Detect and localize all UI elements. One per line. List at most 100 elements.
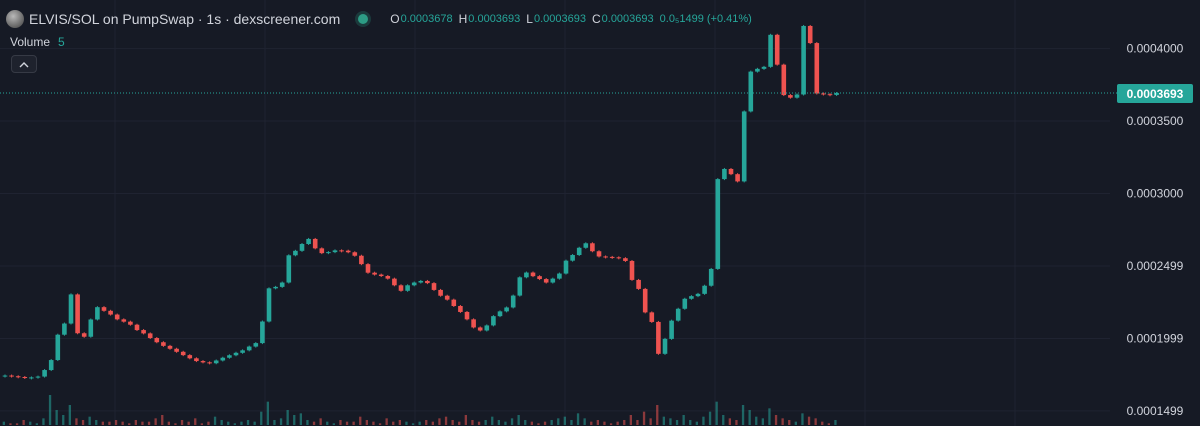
candle-body — [365, 264, 371, 273]
volume-bar — [722, 415, 725, 425]
high-key: H — [458, 12, 468, 26]
volume-bar — [207, 421, 210, 425]
volume-bar — [9, 423, 12, 425]
candle-body — [101, 307, 107, 311]
candle-body — [616, 257, 622, 259]
volume-bar — [530, 421, 533, 425]
token-logo-icon — [6, 10, 24, 28]
candle-body — [378, 274, 384, 277]
candle-body — [273, 286, 278, 289]
volume-bars — [2, 395, 837, 425]
collapse-legend-button[interactable] — [11, 55, 37, 73]
volume-bar — [583, 418, 586, 425]
candle-body — [200, 361, 206, 363]
candle-body — [55, 334, 61, 361]
volume-legend: Volume 5 — [10, 35, 65, 49]
high-value: 0.0003693 — [468, 13, 521, 25]
volume-bar — [596, 420, 599, 425]
volume-bar — [504, 421, 507, 425]
candle-body — [293, 250, 298, 256]
volume-bar — [180, 420, 184, 425]
volume-bar — [167, 421, 170, 425]
volume-bar — [121, 421, 124, 425]
volume-bar — [213, 416, 217, 425]
volume-bar — [425, 420, 428, 425]
volume-bar — [88, 416, 91, 425]
candle-body — [682, 298, 688, 309]
volume-bar — [669, 418, 672, 425]
last-price-line: 0.0003693 — [0, 84, 1193, 104]
volume-bar — [75, 418, 78, 425]
candle-body — [788, 95, 793, 98]
candle-body — [220, 357, 226, 361]
candle-body — [609, 256, 615, 258]
volume-bar — [2, 421, 5, 425]
volume-bar — [55, 410, 58, 425]
y-tick-label: 0.0001499 — [1127, 404, 1184, 418]
volume-bar — [788, 420, 791, 425]
candle-body — [748, 71, 754, 112]
volume-bar — [814, 418, 817, 425]
candle-body — [398, 285, 404, 291]
volume-bar — [141, 421, 144, 425]
volume-bar — [827, 423, 830, 425]
volume-bar — [708, 411, 712, 425]
volume-bar — [642, 411, 646, 425]
candle-body — [649, 312, 655, 322]
pair-title: ELVIS/SOL on PumpSwap · 1s · dexscreener… — [29, 11, 341, 27]
volume-bar — [312, 421, 316, 425]
candle-body — [827, 94, 833, 96]
volume-bar — [101, 421, 104, 425]
candle-body — [326, 252, 331, 254]
volume-bar — [293, 415, 296, 425]
chevron-up-icon — [19, 61, 29, 67]
volume-bar — [682, 415, 685, 425]
candle-body — [312, 238, 318, 249]
candle-body — [438, 289, 443, 296]
candle-body — [471, 319, 476, 328]
volume-bar — [662, 416, 665, 425]
close-key: C — [591, 12, 601, 26]
volume-bar — [233, 423, 236, 425]
volume-bar — [240, 421, 243, 425]
candle-body — [345, 250, 351, 253]
volume-bar — [246, 420, 250, 425]
y-tick-label: 0.0002499 — [1127, 259, 1184, 273]
chart-legend: ELVIS/SOL on PumpSwap · 1s · dexscreener… — [6, 9, 758, 29]
volume-bar — [748, 410, 751, 425]
candle-body — [29, 377, 34, 379]
candle-body — [794, 94, 800, 98]
candle-body — [9, 375, 14, 377]
live-status-icon — [358, 14, 369, 24]
volume-bar — [761, 418, 764, 425]
candle-body — [689, 296, 694, 299]
y-tick-label: 0.0004000 — [1127, 42, 1184, 56]
volume-bar — [200, 423, 203, 425]
candle-body — [174, 348, 179, 352]
candle-body — [108, 310, 113, 315]
price-axis[interactable]: 0.0004000 0.0003500 0.0003000 0.0002499 0.00… — [1127, 42, 1184, 418]
candle-body — [557, 273, 562, 279]
volume-bar — [299, 413, 302, 425]
candle-body — [834, 93, 839, 95]
candle-body — [774, 34, 780, 65]
candle-body — [603, 256, 608, 258]
candle-body — [121, 319, 127, 322]
candle-body — [755, 68, 760, 72]
volume-bar — [794, 421, 797, 425]
volume-bar — [603, 421, 606, 425]
volume-bar — [517, 415, 520, 425]
candle-body — [75, 294, 80, 334]
volume-bar — [543, 421, 547, 425]
volume-bar — [471, 420, 474, 425]
close-value: 0.0003693 — [601, 13, 654, 25]
volume-bar — [273, 420, 276, 425]
candle-body — [761, 66, 767, 69]
candle-body — [48, 360, 54, 371]
volume-bar — [629, 415, 632, 425]
candle-body — [88, 319, 94, 337]
candle-body — [484, 325, 490, 331]
change-value: 0.0₅1499 (+0.41%) — [659, 13, 752, 25]
candle-body — [656, 321, 661, 354]
